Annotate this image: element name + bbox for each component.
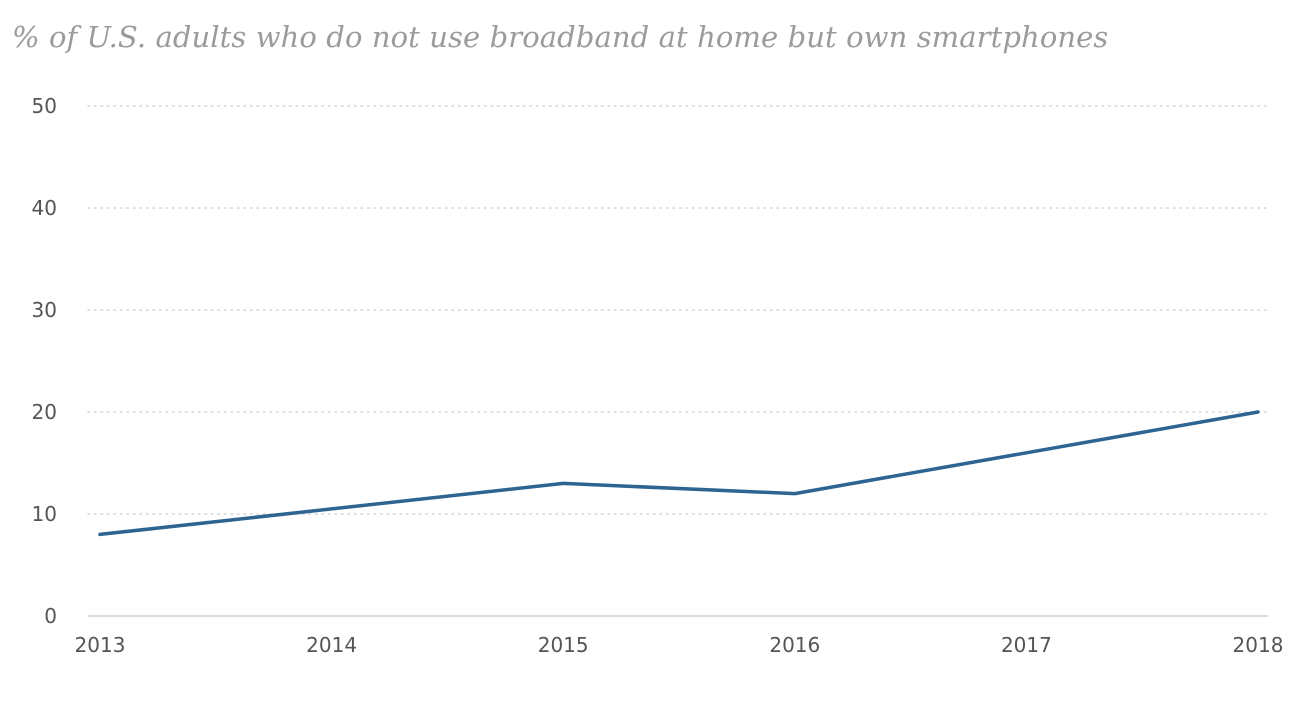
y-tick-label-30: 30 [32, 298, 57, 322]
x-tick-label-2014: 2014 [306, 633, 357, 657]
y-tick-label-50: 50 [32, 94, 57, 118]
x-tick-label-2016: 2016 [769, 633, 820, 657]
y-tick-label-10: 10 [32, 502, 57, 526]
x-axis-tick-labels: 2013 2014 2015 2016 2017 2018 [75, 633, 1284, 657]
series-line-0 [98, 410, 1260, 537]
series-lines [98, 410, 1260, 537]
x-tick-label-2013: 2013 [75, 633, 126, 657]
y-tick-label-20: 20 [32, 400, 57, 424]
y-axis-tick-labels: 0 10 20 30 40 50 [32, 94, 57, 628]
gridlines [87, 105, 1269, 515]
y-tick-label-40: 40 [32, 196, 57, 220]
chart-title: % of U.S. adults who do not use broadban… [12, 20, 1109, 54]
x-tick-label-2018: 2018 [1233, 633, 1284, 657]
y-tick-label-0: 0 [44, 604, 57, 628]
x-tick-label-2015: 2015 [538, 633, 589, 657]
x-tick-label-2017: 2017 [1001, 633, 1052, 657]
